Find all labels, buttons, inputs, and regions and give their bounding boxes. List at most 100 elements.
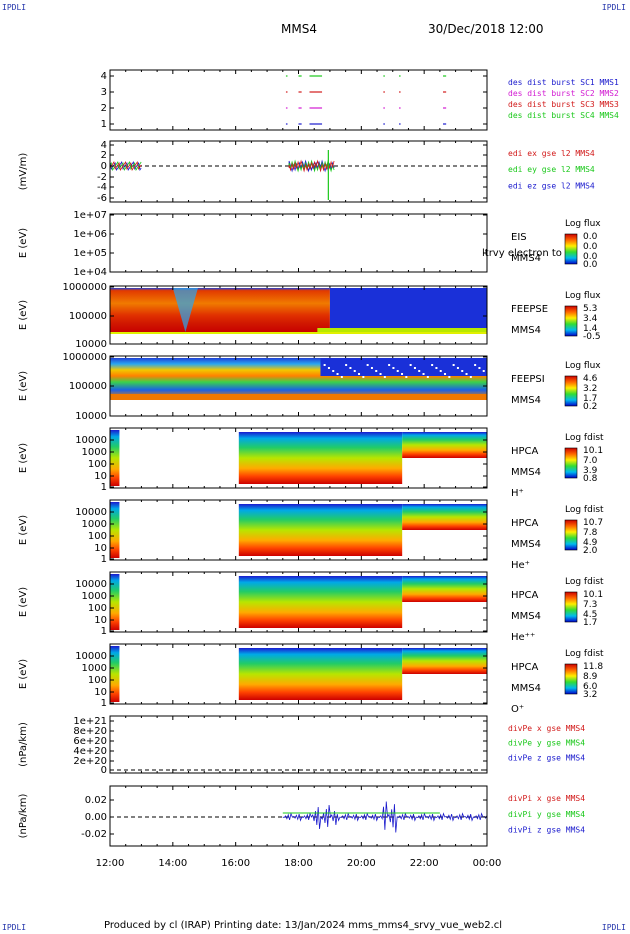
x-tick-label: 14:00 [158, 858, 187, 869]
instrument-label: H⁺ [511, 488, 524, 499]
y-tick-label: 0.02 [85, 795, 107, 806]
feepsi-gap-pixel [323, 364, 326, 366]
feepsi-gap-pixel [409, 364, 412, 366]
feepsi-low-band [110, 394, 487, 400]
feepsi-gap-pixel [366, 364, 369, 366]
hpca_he-spectrogram-start [110, 502, 120, 558]
colorbar-value: 0.0 [583, 232, 598, 242]
feepsi-gap-pixel [478, 367, 481, 369]
edi-trace-start [109, 160, 142, 172]
y-axis-label: E (eV) [18, 587, 29, 617]
instrument-label: MMS4 [511, 539, 541, 550]
colorbar-value: 0.0 [583, 252, 598, 262]
hpca_he-spectrogram-end [402, 504, 487, 530]
colorbar-value: 10.7 [583, 518, 603, 528]
instrument-label: MMS4 [511, 611, 541, 622]
colorbar-title: Log flux [565, 291, 601, 301]
y-tick-label: 4 [101, 71, 107, 82]
colorbar-value: 1.7 [583, 394, 597, 404]
y-tick-label: 1 [101, 482, 107, 493]
hpca_hepp-spectrogram-mid [238, 576, 403, 628]
y-axis-label: (mV/m) [18, 153, 29, 191]
legend-entry: des dist burst SC1 MMS1 [508, 78, 619, 87]
colorbar-value: 1.4 [583, 324, 598, 334]
instrument-label: O⁺ [511, 704, 524, 715]
feepsi-gap-pixel [422, 373, 425, 375]
colorbar-value: 1.7 [583, 618, 597, 628]
y-tick-label: 2 [101, 150, 107, 161]
hpca_he-spectrogram-mid [238, 504, 403, 556]
feepsi-gap-pixel [413, 367, 416, 369]
legend-entry: des dist burst SC2 MMS2 [508, 89, 619, 98]
instrument-label: MMS4 [511, 467, 541, 478]
y-axis-label: (nPa/km) [18, 794, 29, 839]
y-tick-label: 4 [101, 140, 107, 151]
x-tick-label: 22:00 [410, 858, 439, 869]
hpca_o-spectrogram-start [110, 646, 120, 702]
colorbar-value: 3.4 [583, 314, 598, 324]
y-tick-label: 1000 [82, 519, 107, 530]
colorbar-value: 0.0 [583, 242, 598, 252]
colorbar [564, 233, 578, 265]
colorbar-value: 10.1 [583, 590, 603, 600]
legend-entry: divPe y gse MMS4 [508, 739, 585, 748]
x-tick-label: 00:00 [473, 858, 502, 869]
y-tick-label: 10 [94, 543, 107, 554]
feepsi-gap-pixel [491, 376, 494, 378]
feepse-low-band [317, 328, 487, 334]
y-tick-label: 2e+20 [73, 756, 107, 767]
panel-frame-divpe [109, 715, 488, 774]
legend-entry: divPe x gse MMS4 [508, 724, 585, 733]
feepsi-gap-pixel [327, 367, 330, 369]
feepse-spectrogram-left [110, 288, 330, 332]
edi-trace-mid [288, 159, 335, 173]
colorbar-title: Log fdist [565, 433, 604, 443]
y-tick-label: 3 [101, 87, 107, 98]
feepsi-gap-pixel [353, 370, 356, 372]
colorbar-value: 11.8 [583, 662, 603, 672]
colorbar-value: 4.9 [583, 538, 598, 548]
feepsi-gap-pixel [336, 373, 339, 375]
y-axis-label: E (eV) [18, 515, 29, 545]
colorbar-value: 0.8 [583, 474, 598, 484]
feepsi-gap-pixel [418, 370, 421, 372]
feepsi-gap-pixel [448, 376, 451, 378]
colorbar-value: -0.5 [583, 332, 601, 342]
colorbar-value: 6.0 [583, 682, 598, 692]
legend-entry: divPi x gse MMS4 [508, 794, 585, 803]
y-axis-label: E (eV) [18, 371, 29, 401]
colorbar-value: 4.5 [583, 610, 597, 620]
hpca_o-spectrogram-end [402, 648, 487, 674]
panel-divpi: 0.02 0.00 -0.02 (nPa/km) divPi x gse MMS4 div… [18, 785, 585, 847]
hpca_o-spectrogram-mid [238, 648, 403, 700]
legend-entry: des dist burst SC3 MMS3 [508, 100, 619, 109]
feepse-spectrogram-right [329, 288, 487, 328]
feepsi-gap-pixel [456, 367, 459, 369]
instrument-label: FEEPSE [511, 304, 548, 315]
corner-label-bottom-right: IPDLI [601, 923, 626, 932]
feepsi-gap-pixel [392, 367, 395, 369]
y-axis-label: (nPa/km) [18, 722, 29, 767]
colorbar-title: Log fdist [565, 649, 604, 659]
y-tick-label: 6e+20 [73, 736, 107, 747]
feepsi-gap-pixel [401, 373, 404, 375]
instrument-label: HPCA [511, 590, 539, 601]
colorbar-value: 7.8 [583, 528, 598, 538]
colorbar-title: Log flux [565, 219, 601, 229]
feepsi-gap-pixel [362, 376, 365, 378]
feepsi-gap-pixel [474, 364, 477, 366]
colorbar-value: 3.2 [583, 384, 597, 394]
y-tick-label: 1000 [82, 591, 107, 602]
panel-feepsi: 1000000 100000 10000 E (eV) FEEPSI MMS4 Log fl… [18, 352, 601, 422]
feepsi-gap-pixel [370, 367, 373, 369]
colorbar-value: 3.2 [583, 690, 597, 700]
corner-label-top-right: IPDLI [601, 3, 626, 12]
instrument-label: MMS4 [511, 395, 541, 406]
feepsi-gap-pixel [444, 373, 447, 375]
x-tick-label: 20:00 [347, 858, 376, 869]
instrument-label: He⁺⁺ [511, 632, 535, 643]
colorbar-value: 3.9 [583, 466, 598, 476]
